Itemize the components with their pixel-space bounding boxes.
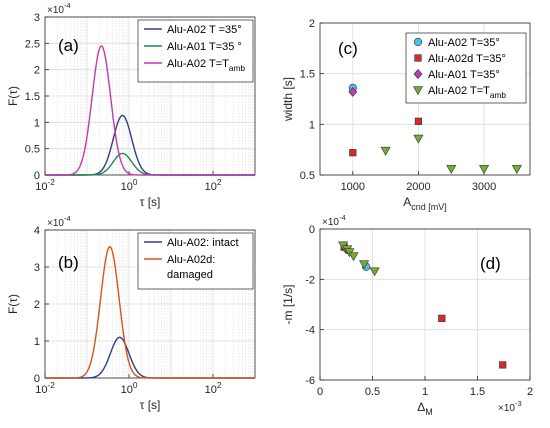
- panel-label: (a): [58, 36, 79, 55]
- data-point: [369, 267, 380, 277]
- legend-box: [137, 19, 254, 83]
- data-point: [380, 146, 391, 156]
- legend-marker: [412, 86, 424, 96]
- data-point: [438, 314, 446, 322]
- y-tick-label: 2: [34, 299, 40, 311]
- data-point: [349, 149, 357, 157]
- legend-label: Alu-A01 T=35 °: [167, 41, 242, 53]
- legend-label: Alu-A02 T=35°: [428, 37, 500, 49]
- y-tick-label: 0.5: [300, 170, 315, 182]
- x-tick-label: 2000: [406, 181, 430, 193]
- y-tick-label: -6: [305, 375, 315, 387]
- x-tick-label: 0: [317, 386, 323, 398]
- y-multiplier: ×10-4: [47, 214, 71, 229]
- panel-label: (c): [338, 39, 358, 58]
- legend-label: Alu-A02 T=Tamb: [167, 58, 245, 73]
- y-tick-label: 0: [309, 224, 315, 236]
- x-tick-label: 1.5: [470, 386, 485, 398]
- data-point: [348, 86, 358, 97]
- panel-c: 1000 2000 3000 0.5 1 1.5 2 Acnd [mV] width [s] Al…: [281, 18, 531, 212]
- legend-label: Alu-A02 T =35°: [167, 24, 242, 36]
- legend-label: Alu-A02d:: [167, 254, 215, 266]
- x-axis-label: τ [s]: [140, 398, 161, 412]
- x-tick-label: 10-2: [35, 178, 55, 193]
- legend-label: Alu-A02 T=Tamb: [428, 85, 506, 100]
- legend-marker: [414, 54, 422, 62]
- x-tick-label: 0.5: [365, 386, 380, 398]
- x-tick-label: 102: [205, 178, 222, 193]
- x-tick-label: 3000: [472, 181, 496, 193]
- y-axis-label: F(τ): [6, 86, 20, 106]
- legend-label: Alu-A02: intact: [167, 237, 239, 249]
- y-tick-label: -4: [305, 325, 315, 337]
- y-tick-label: 1.5: [25, 91, 40, 103]
- data-point: [414, 117, 423, 125]
- legend-marker: [413, 69, 423, 79]
- y-tick-label: 0.5: [25, 144, 40, 156]
- y-tick-label: 2: [34, 65, 40, 77]
- y-axis-label: -m [1/s]: [281, 284, 295, 324]
- y-tick-label: 0: [34, 170, 40, 182]
- data-point: [446, 165, 457, 175]
- data-point: [479, 165, 490, 175]
- y-tick-label: 1: [309, 119, 315, 131]
- x-tick-label: 102: [205, 381, 222, 396]
- axes-frame: [319, 22, 531, 176]
- legend: Alu-A02 T =35° Alu-A01 T=35 ° Alu-A02 T=Ta…: [137, 19, 254, 83]
- panel-d: 0 0.5 1 1.5 2 -6 -4 -2 0 ×10-4 ×10-3 ΔM -m [1/s] (d): [281, 213, 533, 417]
- x-tick-label: 1: [422, 386, 428, 398]
- y-tick-label: 3: [34, 12, 40, 24]
- data-point: [499, 361, 507, 369]
- y-tick-label: 2: [309, 18, 315, 30]
- x-multiplier: ×10-3: [498, 399, 522, 414]
- x-tick-label: 100: [121, 178, 138, 193]
- legend-label: Alu-A02d T=35°: [428, 53, 506, 65]
- series-line-3: [45, 45, 255, 176]
- x-tick-label: 100: [121, 381, 138, 396]
- x-tick-label: 2: [527, 386, 533, 398]
- y-tick-label: 4: [34, 225, 40, 237]
- y-axis-label: F(τ): [6, 294, 20, 314]
- x-tick-label: 10-2: [35, 381, 55, 396]
- y-tick-label: 2.5: [25, 38, 40, 50]
- y-tick-label: 3: [34, 262, 40, 274]
- y-tick-label: 1.5: [300, 69, 315, 81]
- x-axis-label: Acnd [mV]: [403, 195, 447, 212]
- x-tick-label: 1000: [341, 181, 365, 193]
- data-point: [511, 165, 522, 175]
- y-tick-label: -2: [305, 274, 315, 286]
- y-tick-label: 1: [34, 336, 40, 348]
- legend-label: Alu-A01 T=35°: [428, 69, 500, 81]
- x-axis-label: ΔM: [417, 400, 433, 417]
- data-point: [348, 252, 359, 262]
- y-multiplier: ×10-4: [47, 1, 71, 16]
- x-axis-label: τ [s]: [140, 195, 161, 209]
- legend: Alu-A02 T=35° Alu-A02d T=35° Alu-A01 T=35°…: [405, 32, 527, 104]
- y-tick-label: 0: [34, 373, 40, 385]
- series-line-2: [45, 245, 255, 379]
- legend-marker: [413, 37, 423, 47]
- y-multiplier: ×10-4: [322, 213, 346, 228]
- y-tick-label: 1: [34, 117, 40, 129]
- data-point: [413, 134, 424, 144]
- legend: Alu-A02: intact Alu-A02d: damaged: [137, 232, 254, 290]
- legend-box: [405, 32, 527, 104]
- panel-b: 10-2 100 102 0 1 2 3 4 ×10-4 τ [s] F(τ) Alu-A02: in…: [6, 214, 256, 412]
- data-point: [359, 260, 370, 270]
- y-axis-label: width [s]: [281, 77, 295, 122]
- panel-label: (b): [58, 253, 79, 272]
- panel-label: (d): [480, 254, 501, 273]
- legend-label: damaged: [167, 269, 213, 281]
- panel-a: 10-2 100 102 0 0.5 1 1.5 2 2.5 3 ×10-4 τ [s] F(τ) Alu…: [6, 1, 256, 209]
